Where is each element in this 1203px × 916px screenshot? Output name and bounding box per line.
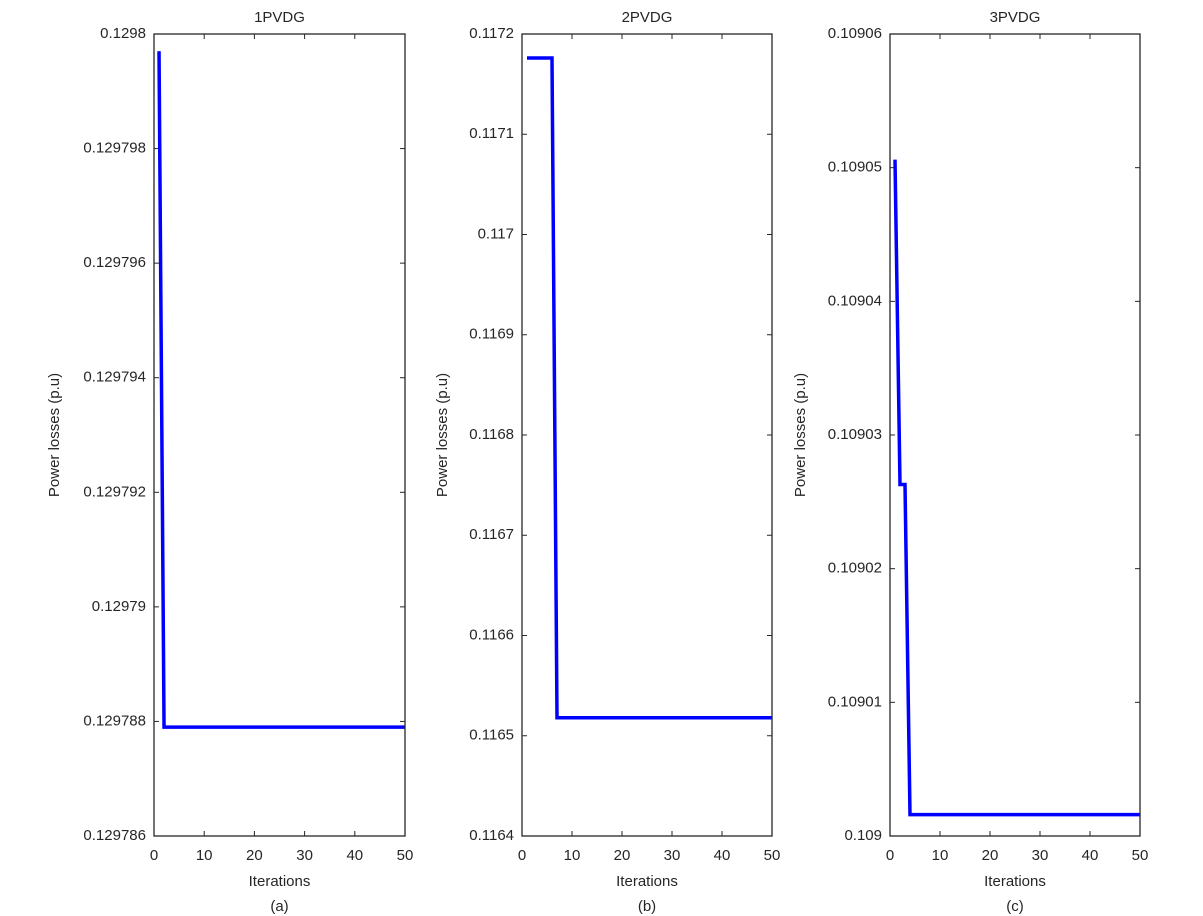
x-tick-label: 0 (150, 847, 158, 864)
subplot: 0.129786 0.129788 0.12979 0.129792 0.129794 0… (46, 9, 413, 915)
x-tick-label: 10 (196, 847, 213, 864)
y-tick-label: 0.10903 (828, 426, 882, 443)
y-tick-label: 0.12979 (92, 598, 146, 615)
x-tick-label: 20 (246, 847, 263, 864)
y-axis-label: Power losses (p.u) (46, 373, 63, 497)
x-tick-label: 10 (932, 847, 949, 864)
x-tick-label: 50 (764, 847, 781, 864)
x-axis-label: Iterations (616, 873, 678, 890)
x-tick-label: 50 (397, 847, 414, 864)
y-tick-label: 0.1298 (100, 25, 146, 42)
axes-box (889, 33, 1141, 837)
x-tick-label: 20 (614, 847, 631, 864)
x-tick-label: 40 (1082, 847, 1099, 864)
y-tick-label: 0.117 (478, 225, 514, 242)
y-tick-label: 0.1166 (469, 626, 514, 643)
y-tick-label: 0.109 (844, 827, 882, 844)
chart-title: 2PVDG (622, 9, 673, 26)
data-line (893, 159, 1140, 817)
data-line (157, 51, 405, 729)
x-tick-label: 30 (664, 847, 681, 864)
y-tick-label: 0.10902 (828, 560, 882, 577)
y-tick-label: 0.10905 (828, 159, 882, 176)
subplot: 0.1164 0.1165 0.1166 0.1167 0.1168 0.1169 0.11… (434, 9, 780, 915)
x-tick-label: 20 (982, 847, 999, 864)
plot-area (154, 34, 405, 836)
plot-area (890, 34, 1140, 836)
subplot: 0.109 0.10901 0.10902 0.10903 0.10904 0.10905… (792, 9, 1148, 915)
y-tick-label: 0.1164 (469, 827, 514, 844)
x-tick-label: 50 (1132, 847, 1149, 864)
caption: (c) (1006, 898, 1024, 915)
chart-title: 3PVDG (990, 9, 1041, 26)
caption: (b) (638, 898, 656, 915)
y-tick-label: 0.129798 (83, 140, 146, 157)
y-axis-label: Power losses (p.u) (434, 373, 451, 497)
x-tick-label: 10 (564, 847, 581, 864)
axes-box (521, 33, 773, 837)
x-tick-label: 0 (886, 847, 894, 864)
x-tick-label: 0 (518, 847, 526, 864)
y-tick-label: 0.129796 (83, 254, 146, 271)
y-tick-label: 0.10906 (828, 25, 882, 42)
x-axis-label: Iterations (984, 873, 1046, 890)
y-axis-label: Power losses (p.u) (792, 373, 809, 497)
y-tick-label: 0.129788 (83, 712, 146, 729)
chart-title: 1PVDG (254, 9, 305, 26)
y-tick-label: 0.1171 (469, 125, 514, 142)
axes-box (153, 33, 406, 837)
plot-area (522, 34, 772, 836)
y-tick-label: 0.1165 (469, 727, 514, 744)
y-tick-label: 0.1167 (469, 526, 514, 543)
data-line (527, 56, 772, 720)
y-tick-label: 0.129794 (83, 369, 146, 386)
y-tick-label: 0.10904 (828, 292, 882, 309)
caption: (a) (270, 898, 288, 915)
y-tick-label: 0.1169 (469, 326, 514, 343)
x-tick-label: 30 (296, 847, 313, 864)
y-tick-label: 0.129792 (83, 483, 146, 500)
x-tick-label: 30 (1032, 847, 1049, 864)
y-tick-label: 0.10901 (828, 693, 882, 710)
x-tick-label: 40 (714, 847, 731, 864)
x-tick-label: 40 (346, 847, 363, 864)
y-tick-label: 0.1168 (469, 426, 514, 443)
y-tick-label: 0.129786 (83, 827, 146, 844)
x-axis-label: Iterations (249, 873, 311, 890)
y-tick-label: 0.1172 (469, 25, 514, 42)
